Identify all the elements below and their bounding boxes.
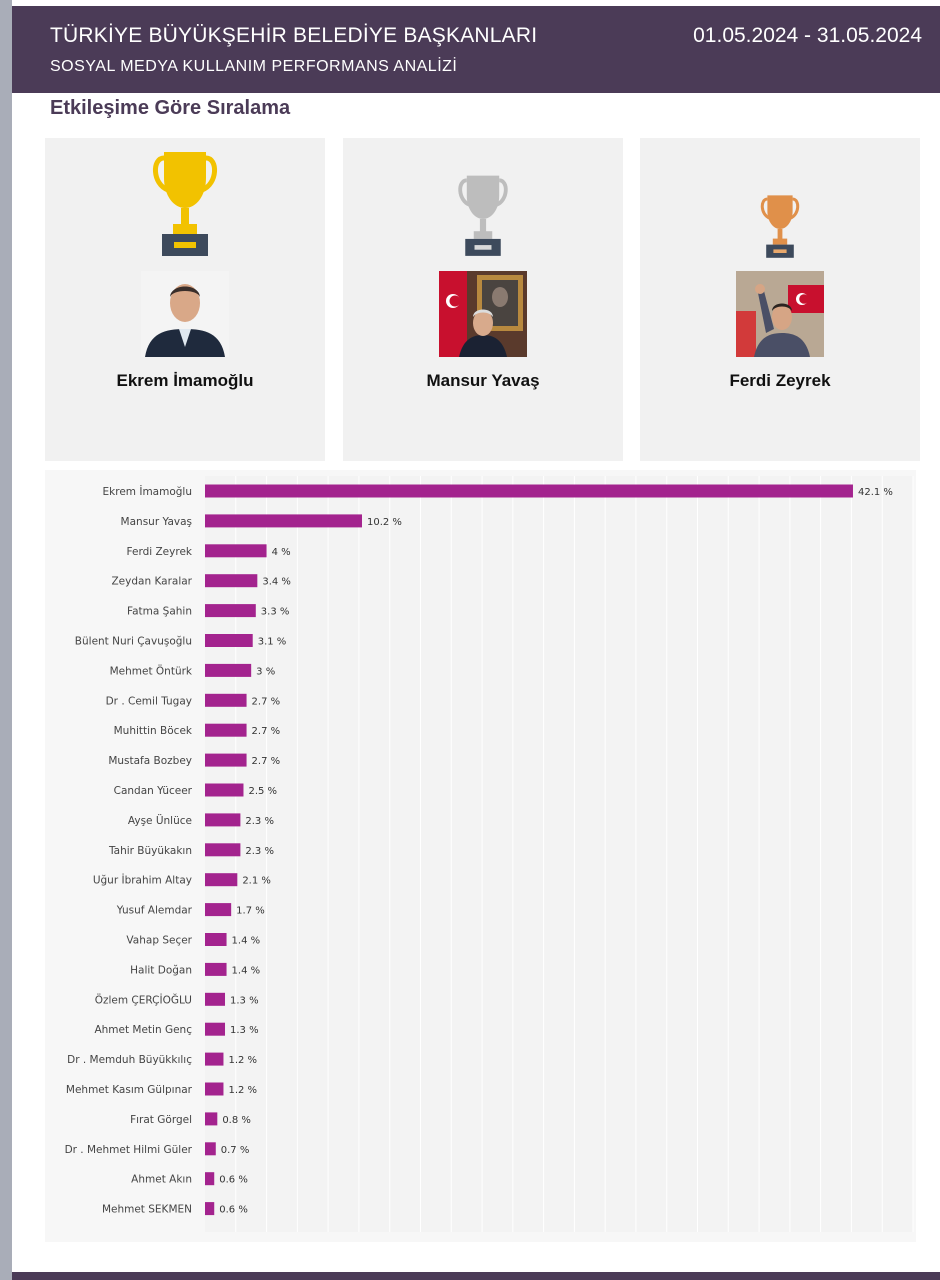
bar — [205, 1082, 224, 1096]
bar — [205, 783, 244, 797]
podium-card-second: Mansur Yavaş — [343, 138, 623, 461]
engagement-ranking-chart: Ekrem İmamoğlu 42.1 % Mansur Yavaş 10.2 % Fe… — [45, 470, 916, 1242]
bar — [205, 992, 226, 1006]
bar — [205, 1142, 216, 1156]
category-label: Dr . Memduh Büyükkılıç — [67, 1054, 192, 1066]
category-label: Ferdi Zeyrek — [127, 546, 193, 558]
bar — [205, 544, 267, 558]
bar — [205, 1172, 215, 1186]
podium-name-third: Ferdi Zeyrek — [729, 371, 831, 390]
value-label: 2.7 % — [252, 756, 281, 767]
category-label: Ahmet Akın — [131, 1174, 192, 1186]
section-title: Etkileşime Göre Sıralama — [50, 97, 291, 119]
category-label: Bülent Nuri Çavuşoğlu — [75, 636, 192, 648]
category-label: Candan Yüceer — [114, 785, 193, 797]
bar — [205, 753, 247, 767]
bar — [205, 484, 853, 498]
bar — [205, 962, 227, 976]
bar — [205, 813, 241, 827]
value-label: 1.2 % — [228, 1055, 257, 1066]
value-label: 2.3 % — [245, 846, 274, 857]
podium-name-second: Mansur Yavaş — [426, 371, 540, 390]
bar — [205, 873, 238, 887]
category-label: Fırat Görgel — [130, 1114, 192, 1126]
value-label: 1.3 % — [230, 1025, 259, 1036]
podium-card-third: Ferdi Zeyrek — [640, 138, 920, 461]
category-label: Zeydan Karalar — [111, 576, 192, 588]
footer-bar — [12, 1272, 940, 1280]
value-label: 1.2 % — [228, 1085, 257, 1096]
avatar-mansur-yavas — [439, 271, 527, 357]
value-label: 2.7 % — [252, 726, 281, 737]
date-range: 01.05.2024 - 31.05.2024 — [693, 24, 922, 47]
category-label: Mehmet SEKMEN — [102, 1204, 192, 1216]
value-label: 0.6 % — [219, 1205, 248, 1216]
category-label: Fatma Şahin — [127, 606, 192, 618]
podium-name-first: Ekrem İmamoğlu — [116, 371, 254, 390]
bar-chart: Ekrem İmamoğlu 42.1 % Mansur Yavaş 10.2 % Fe… — [65, 476, 914, 1232]
bar — [205, 634, 253, 647]
value-label: 2.7 % — [252, 696, 281, 707]
bar — [205, 574, 258, 588]
bar — [205, 1022, 226, 1036]
category-label: Muhittin Böcek — [114, 725, 193, 737]
podium-card-first: Ekrem İmamoğlu — [45, 138, 325, 461]
bar — [205, 843, 241, 857]
bar — [205, 514, 362, 528]
bar — [205, 663, 252, 677]
category-label: Uğur İbrahim Altay — [93, 874, 192, 887]
category-label: Mehmet Öntürk — [110, 664, 193, 677]
bar — [205, 933, 227, 946]
category-label: Mustafa Bozbey — [108, 755, 192, 767]
category-label: Mansur Yavaş — [121, 516, 192, 528]
report-page: TÜRKİYE BÜYÜKŞEHİR BELEDİYE BAŞKANLARI S… — [12, 0, 940, 1280]
value-label: 0.6 % — [219, 1175, 248, 1186]
report-title: TÜRKİYE BÜYÜKŞEHİR BELEDİYE BAŞKANLARI — [50, 24, 538, 47]
category-label: Yusuf Alemdar — [116, 905, 193, 917]
value-label: 1.4 % — [232, 965, 261, 976]
value-label: 3.1 % — [258, 637, 287, 648]
value-label: 1.4 % — [232, 936, 261, 947]
value-label: 2.5 % — [248, 786, 277, 797]
bar — [205, 604, 256, 618]
category-label: Halit Doğan — [130, 964, 192, 976]
plot-area — [205, 476, 913, 1232]
header-banner: TÜRKİYE BÜYÜKŞEHİR BELEDİYE BAŞKANLARI S… — [12, 6, 940, 93]
value-label: 4 % — [272, 547, 291, 558]
value-label: 3.4 % — [262, 577, 291, 588]
category-label: Ekrem İmamoğlu — [103, 485, 192, 498]
report-subtitle: SOSYAL MEDYA KULLANIM PERFORMANS ANALİZİ — [50, 58, 458, 75]
category-label: Dr . Mehmet Hilmi Güler — [65, 1144, 193, 1156]
category-label: Vahap Seçer — [126, 935, 192, 947]
category-label: Mehmet Kasım Gülpınar — [66, 1084, 193, 1096]
avatar-ferdi-zeyrek — [736, 271, 824, 357]
value-label: 0.8 % — [222, 1115, 251, 1126]
avatar-ekrem-imamoglu — [141, 271, 229, 357]
category-label: Dr . Cemil Tugay — [106, 695, 192, 707]
bar — [205, 1202, 215, 1216]
bar — [205, 693, 247, 707]
silver-trophy-icon — [458, 175, 508, 256]
bar — [205, 1112, 218, 1126]
category-label: Ayşe Ünlüce — [128, 814, 192, 827]
gold-trophy-icon — [153, 152, 217, 256]
value-label: 3 % — [256, 666, 275, 677]
bronze-trophy-icon — [760, 195, 800, 258]
value-label: 3.3 % — [261, 607, 290, 618]
category-label: Tahir Büyükakın — [108, 845, 192, 857]
value-label: 1.7 % — [236, 906, 265, 917]
category-label: Özlem ÇERÇİOĞLU — [95, 993, 192, 1006]
bar — [205, 903, 232, 917]
value-label: 1.3 % — [230, 995, 259, 1006]
bar — [205, 723, 247, 737]
value-label: 0.7 % — [221, 1145, 250, 1156]
category-label: Ahmet Metin Genç — [94, 1024, 192, 1036]
value-label: 42.1 % — [858, 487, 893, 498]
value-label: 2.1 % — [242, 876, 271, 887]
value-label: 2.3 % — [245, 816, 274, 827]
value-label: 10.2 % — [367, 517, 402, 528]
bar — [205, 1052, 224, 1066]
